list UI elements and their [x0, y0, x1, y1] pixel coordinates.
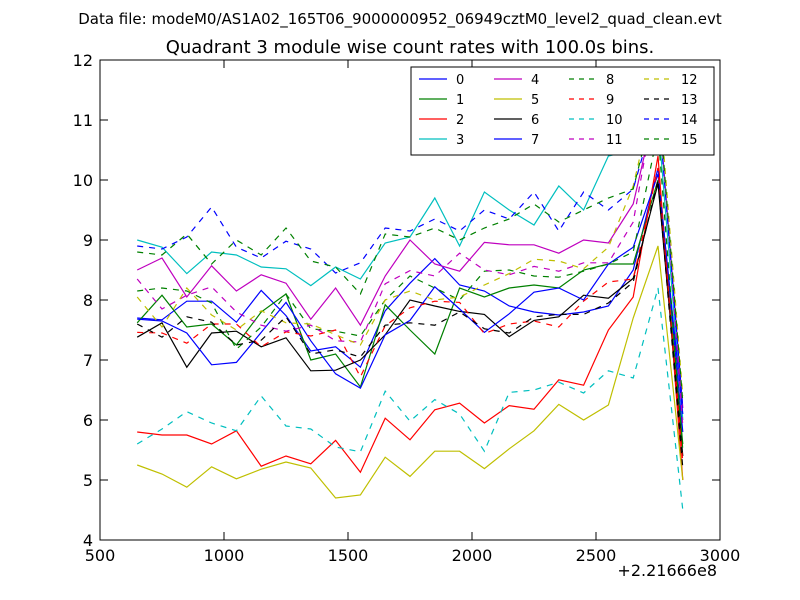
x-tick-label: 3000 — [700, 546, 741, 565]
x-tick-label: 2000 — [452, 546, 493, 565]
y-tick-label: 7 — [83, 351, 93, 370]
y-tick-label: 4 — [83, 531, 93, 550]
series-line-13 — [136, 179, 684, 469]
y-tick-label: 8 — [83, 291, 93, 310]
legend-label-11: 11 — [606, 133, 623, 148]
series-line-5 — [136, 245, 684, 499]
legend-label-3: 3 — [456, 133, 464, 148]
series-line-6 — [136, 183, 684, 457]
series-line-8 — [137, 131, 684, 451]
legend-box — [410, 66, 715, 156]
x-tick-label: 2500 — [576, 546, 617, 565]
y-tick-label: 5 — [83, 471, 93, 490]
legend-label-6: 6 — [531, 113, 539, 128]
series-layer — [136, 77, 684, 511]
chart-suptitle: Data file: modeM0/AS1A02_165T06_90000009… — [78, 10, 722, 29]
legend-label-12: 12 — [681, 73, 698, 88]
y-tick-label: 9 — [83, 231, 93, 250]
series-line-11 — [136, 83, 684, 427]
legend-label-1: 1 — [456, 93, 464, 108]
legend-label-15: 15 — [681, 133, 698, 148]
legend-label-9: 9 — [606, 93, 614, 108]
legend-label-2: 2 — [456, 113, 464, 128]
legend-label-8: 8 — [606, 73, 614, 88]
y-tick-label: 10 — [73, 171, 93, 190]
x-tick-label: 1500 — [328, 546, 369, 565]
x-axis-offset-label: +2.21666e8 — [617, 561, 717, 580]
legend-label-4: 4 — [531, 73, 539, 88]
series-line-4 — [136, 95, 684, 409]
series-line-10 — [136, 287, 684, 511]
legend-label-5: 5 — [531, 93, 539, 108]
chart-title: Quadrant 3 module wise count rates with … — [166, 37, 655, 58]
series-line-7 — [137, 173, 684, 415]
series-line-9 — [137, 167, 684, 463]
y-tick-label: 11 — [73, 111, 93, 130]
legend-label-10: 10 — [606, 113, 623, 128]
x-tick-label: 1000 — [204, 546, 245, 565]
x-tick-label: 500 — [85, 546, 116, 565]
series-line-0 — [137, 167, 684, 433]
y-tick-label: 6 — [83, 411, 93, 430]
y-tick-label: 12 — [73, 51, 93, 70]
legend-label-0: 0 — [456, 73, 464, 88]
legend-label-14: 14 — [681, 113, 698, 128]
series-line-14 — [137, 101, 684, 409]
series-line-2 — [137, 155, 684, 481]
legend-label-13: 13 — [681, 93, 698, 108]
legend-label-7: 7 — [531, 133, 539, 148]
series-line-15 — [137, 89, 684, 403]
